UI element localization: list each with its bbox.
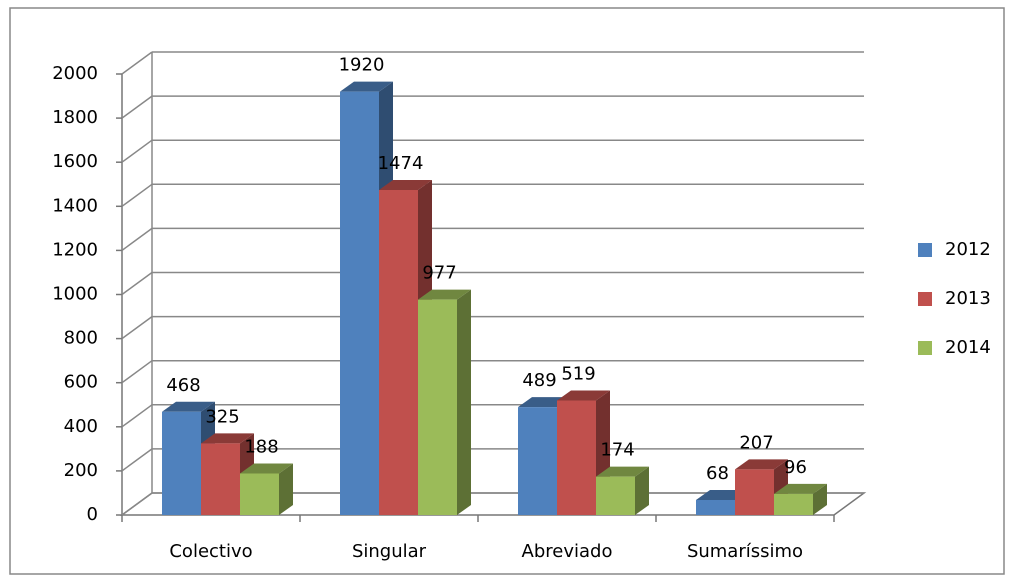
grid-line-side (121, 404, 153, 428)
legend-swatch (918, 292, 932, 306)
data-label: 96 (784, 457, 807, 478)
data-label: 977 (422, 263, 456, 284)
bar-face (379, 179, 432, 190)
data-label: 188 (244, 437, 278, 458)
grid-line-side (121, 315, 153, 340)
data-label: 68 (706, 463, 729, 484)
legend-label: 2014 (945, 337, 991, 358)
data-label: 207 (739, 432, 773, 453)
bar-face (557, 400, 596, 515)
bar-face (240, 473, 279, 515)
grid-line-side (121, 492, 153, 516)
bar-face (774, 483, 827, 494)
y-tick-label: 1400 (52, 195, 98, 216)
bar-face (813, 483, 827, 515)
bar-face (596, 476, 635, 515)
y-tick-label: 200 (64, 460, 98, 481)
bar (774, 483, 827, 515)
bar-face (201, 433, 254, 444)
bar-face (418, 299, 457, 515)
grid-line-side (121, 139, 153, 163)
data-label: 468 (166, 375, 200, 396)
y-tick-label: 600 (64, 372, 98, 393)
data-label: 325 (205, 406, 239, 427)
y-tick-label: 1000 (52, 284, 98, 305)
y-tick-label: 0 (87, 504, 98, 525)
bar-face (774, 493, 813, 515)
x-tick-label: Singular (352, 541, 427, 562)
y-tick-label: 1600 (52, 151, 98, 172)
data-label: 174 (600, 440, 634, 461)
bar-face (696, 500, 735, 515)
legend-swatch (918, 243, 932, 257)
bar-face (340, 91, 379, 515)
grid-line-side (121, 448, 153, 472)
bar (418, 289, 471, 515)
bar-face (379, 189, 418, 515)
legend-label: 2013 (945, 288, 991, 309)
grid-line-side (121, 271, 153, 296)
bar-face (596, 466, 649, 477)
y-tick-label: 2000 (52, 63, 98, 84)
data-label: 519 (561, 364, 595, 385)
bar-face (240, 463, 293, 474)
chart-border (9, 7, 1005, 575)
y-tick-label: 1200 (52, 239, 98, 260)
data-label: 1920 (339, 55, 385, 76)
x-tick-label: Sumaríssimo (687, 541, 803, 562)
grid-line-side (121, 227, 153, 252)
data-label: 489 (522, 370, 556, 391)
bar (240, 463, 293, 515)
bar-face (418, 289, 471, 300)
bar-face (201, 443, 240, 515)
bar (596, 466, 649, 515)
legend-swatch (918, 341, 932, 355)
bar-face (162, 411, 201, 515)
bar-face (340, 81, 393, 92)
bar-face (279, 463, 293, 515)
legend-label: 2012 (945, 239, 991, 260)
y-tick-label: 800 (64, 328, 98, 349)
y-tick-label: 1800 (52, 107, 98, 128)
grid-line-side (121, 183, 153, 207)
y-tick-label: 400 (64, 416, 98, 437)
bar-face (735, 459, 788, 470)
data-label: 1474 (378, 153, 424, 174)
bar-face (457, 289, 471, 515)
grid-line-side (121, 95, 153, 119)
bar-face (518, 407, 557, 515)
grid-line-side (121, 51, 153, 75)
bar-face (635, 466, 649, 515)
x-tick-label: Colectivo (169, 541, 252, 562)
bar-face (557, 390, 610, 401)
bar-face (735, 469, 774, 515)
grid-line-side (121, 360, 153, 384)
x-tick-label: Abreviado (522, 541, 613, 562)
bar-face (162, 401, 215, 412)
